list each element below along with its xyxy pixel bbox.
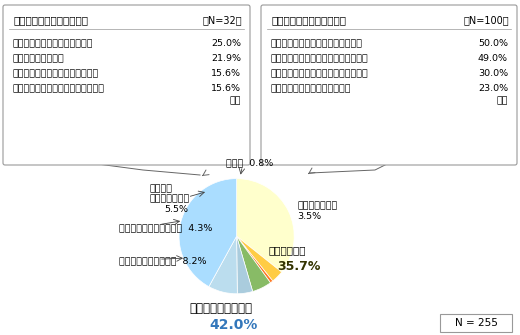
Text: ・商品のリスクもきちんと説明した: ・商品のリスクもきちんと説明した [271, 39, 363, 48]
Text: 無回答  0.8%: 無回答 0.8% [226, 158, 274, 167]
Text: （N=100）: （N=100） [463, 15, 509, 25]
Text: ・勧誘が強引だった: ・勧誘が強引だった [13, 54, 65, 63]
Wedge shape [237, 236, 253, 294]
Text: 5.5%: 5.5% [164, 205, 188, 214]
Text: あまり満足しなかった  8.2%: あまり満足しなかった 8.2% [119, 256, 206, 265]
Text: N = 255: N = 255 [454, 318, 498, 328]
Wedge shape [237, 236, 270, 291]
FancyBboxPatch shape [440, 314, 512, 332]
Text: など: など [497, 96, 508, 105]
Text: ・質問にきちんと答えてくれた: ・質問にきちんと答えてくれた [271, 84, 352, 93]
Text: ・自分のニーズにあった商品を勧めた: ・自分のニーズにあった商品を勧めた [271, 69, 369, 78]
Text: ・商品の説明がわからなかった: ・商品の説明がわからなかった [13, 39, 94, 48]
Text: 35.7%: 35.7% [277, 260, 320, 273]
Text: 15.6%: 15.6% [211, 84, 241, 93]
Text: 50.0%: 50.0% [478, 39, 508, 48]
Text: 42.0%: 42.0% [210, 319, 258, 332]
Text: ・保有株式等の乗換えを勧められた: ・保有株式等の乗換えを勧められた [13, 84, 105, 93]
Text: 23.0%: 23.0% [478, 84, 508, 93]
Wedge shape [179, 179, 237, 287]
Text: 30.0%: 30.0% [478, 69, 508, 78]
Text: 主な不満理由（複数回答）: 主な不満理由（複数回答） [13, 15, 88, 25]
Text: とても満足した: とても満足した [297, 202, 337, 211]
Text: 21.9%: 21.9% [211, 54, 241, 63]
Text: 主な満足理由（複数回答）: 主な満足理由（複数回答） [271, 15, 346, 25]
Wedge shape [237, 179, 294, 272]
Text: どちらともいえない: どちらともいえない [189, 302, 252, 315]
Wedge shape [237, 236, 282, 281]
Text: 15.6%: 15.6% [211, 69, 241, 78]
Text: 49.0%: 49.0% [478, 54, 508, 63]
Text: まあ満足した: まあ満足した [268, 246, 306, 256]
FancyBboxPatch shape [3, 5, 250, 165]
Text: 3.5%: 3.5% [297, 211, 321, 220]
Text: まったく満足しなかった  4.3%: まったく満足しなかった 4.3% [119, 223, 212, 232]
FancyBboxPatch shape [261, 5, 517, 165]
Text: 販売員と: 販売員と [149, 185, 172, 193]
Text: ・商品の魅力をわかりやすく説明した: ・商品の魅力をわかりやすく説明した [271, 54, 369, 63]
Text: など: など [229, 96, 241, 105]
Text: （N=32）: （N=32） [202, 15, 242, 25]
Text: 25.0%: 25.0% [211, 39, 241, 48]
Wedge shape [209, 236, 237, 294]
Wedge shape [237, 236, 273, 283]
Text: 接触していない: 接触していない [149, 195, 189, 204]
Text: ・商品の魅力の説明しかなかった: ・商品の魅力の説明しかなかった [13, 69, 99, 78]
